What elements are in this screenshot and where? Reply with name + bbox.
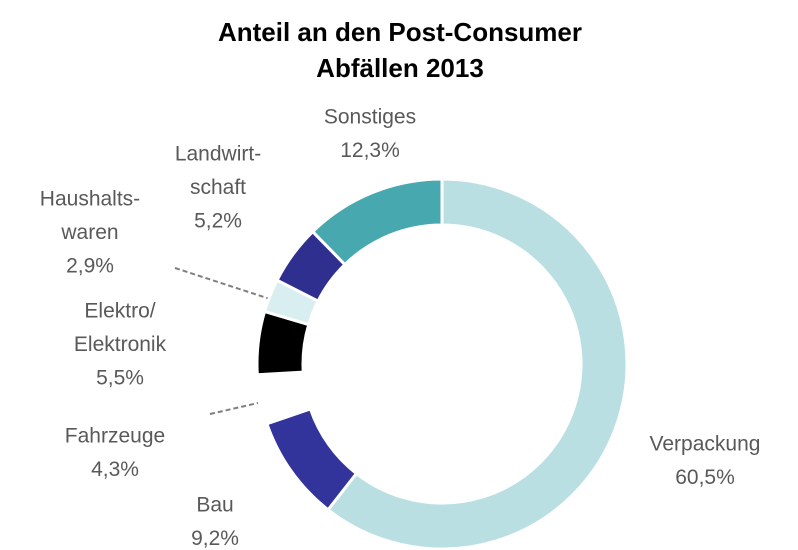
chart-title: Anteil an den Post-Consumer bbox=[218, 17, 582, 47]
segment-label: Elektro/ bbox=[84, 300, 155, 323]
segment-label: schaft bbox=[190, 176, 246, 199]
value-label: 12,3% bbox=[340, 139, 400, 162]
segment-label: Elektronik bbox=[74, 333, 167, 356]
value-label: 60,5% bbox=[675, 466, 735, 489]
value-label: 2,9% bbox=[66, 255, 114, 278]
leader-line bbox=[209, 402, 259, 415]
segment-label: Fahrzeuge bbox=[65, 425, 165, 448]
segment-label: Bau bbox=[196, 494, 233, 517]
segment-label: Landwirt- bbox=[175, 143, 261, 166]
value-label: 9,2% bbox=[191, 527, 239, 550]
chart-title: Abfällen 2013 bbox=[316, 53, 484, 83]
value-label: 5,2% bbox=[194, 210, 242, 233]
donut-segment bbox=[310, 177, 444, 267]
leader-line bbox=[174, 267, 271, 300]
segment-label: Sonstiges bbox=[324, 106, 416, 129]
segment-label: Haushalts- bbox=[40, 188, 140, 211]
segment-label: waren bbox=[60, 221, 118, 244]
value-label: 4,3% bbox=[91, 458, 139, 481]
segment-label: Verpackung bbox=[650, 433, 761, 456]
value-label: 5,5% bbox=[96, 367, 144, 390]
donut-segment bbox=[325, 177, 629, 550]
